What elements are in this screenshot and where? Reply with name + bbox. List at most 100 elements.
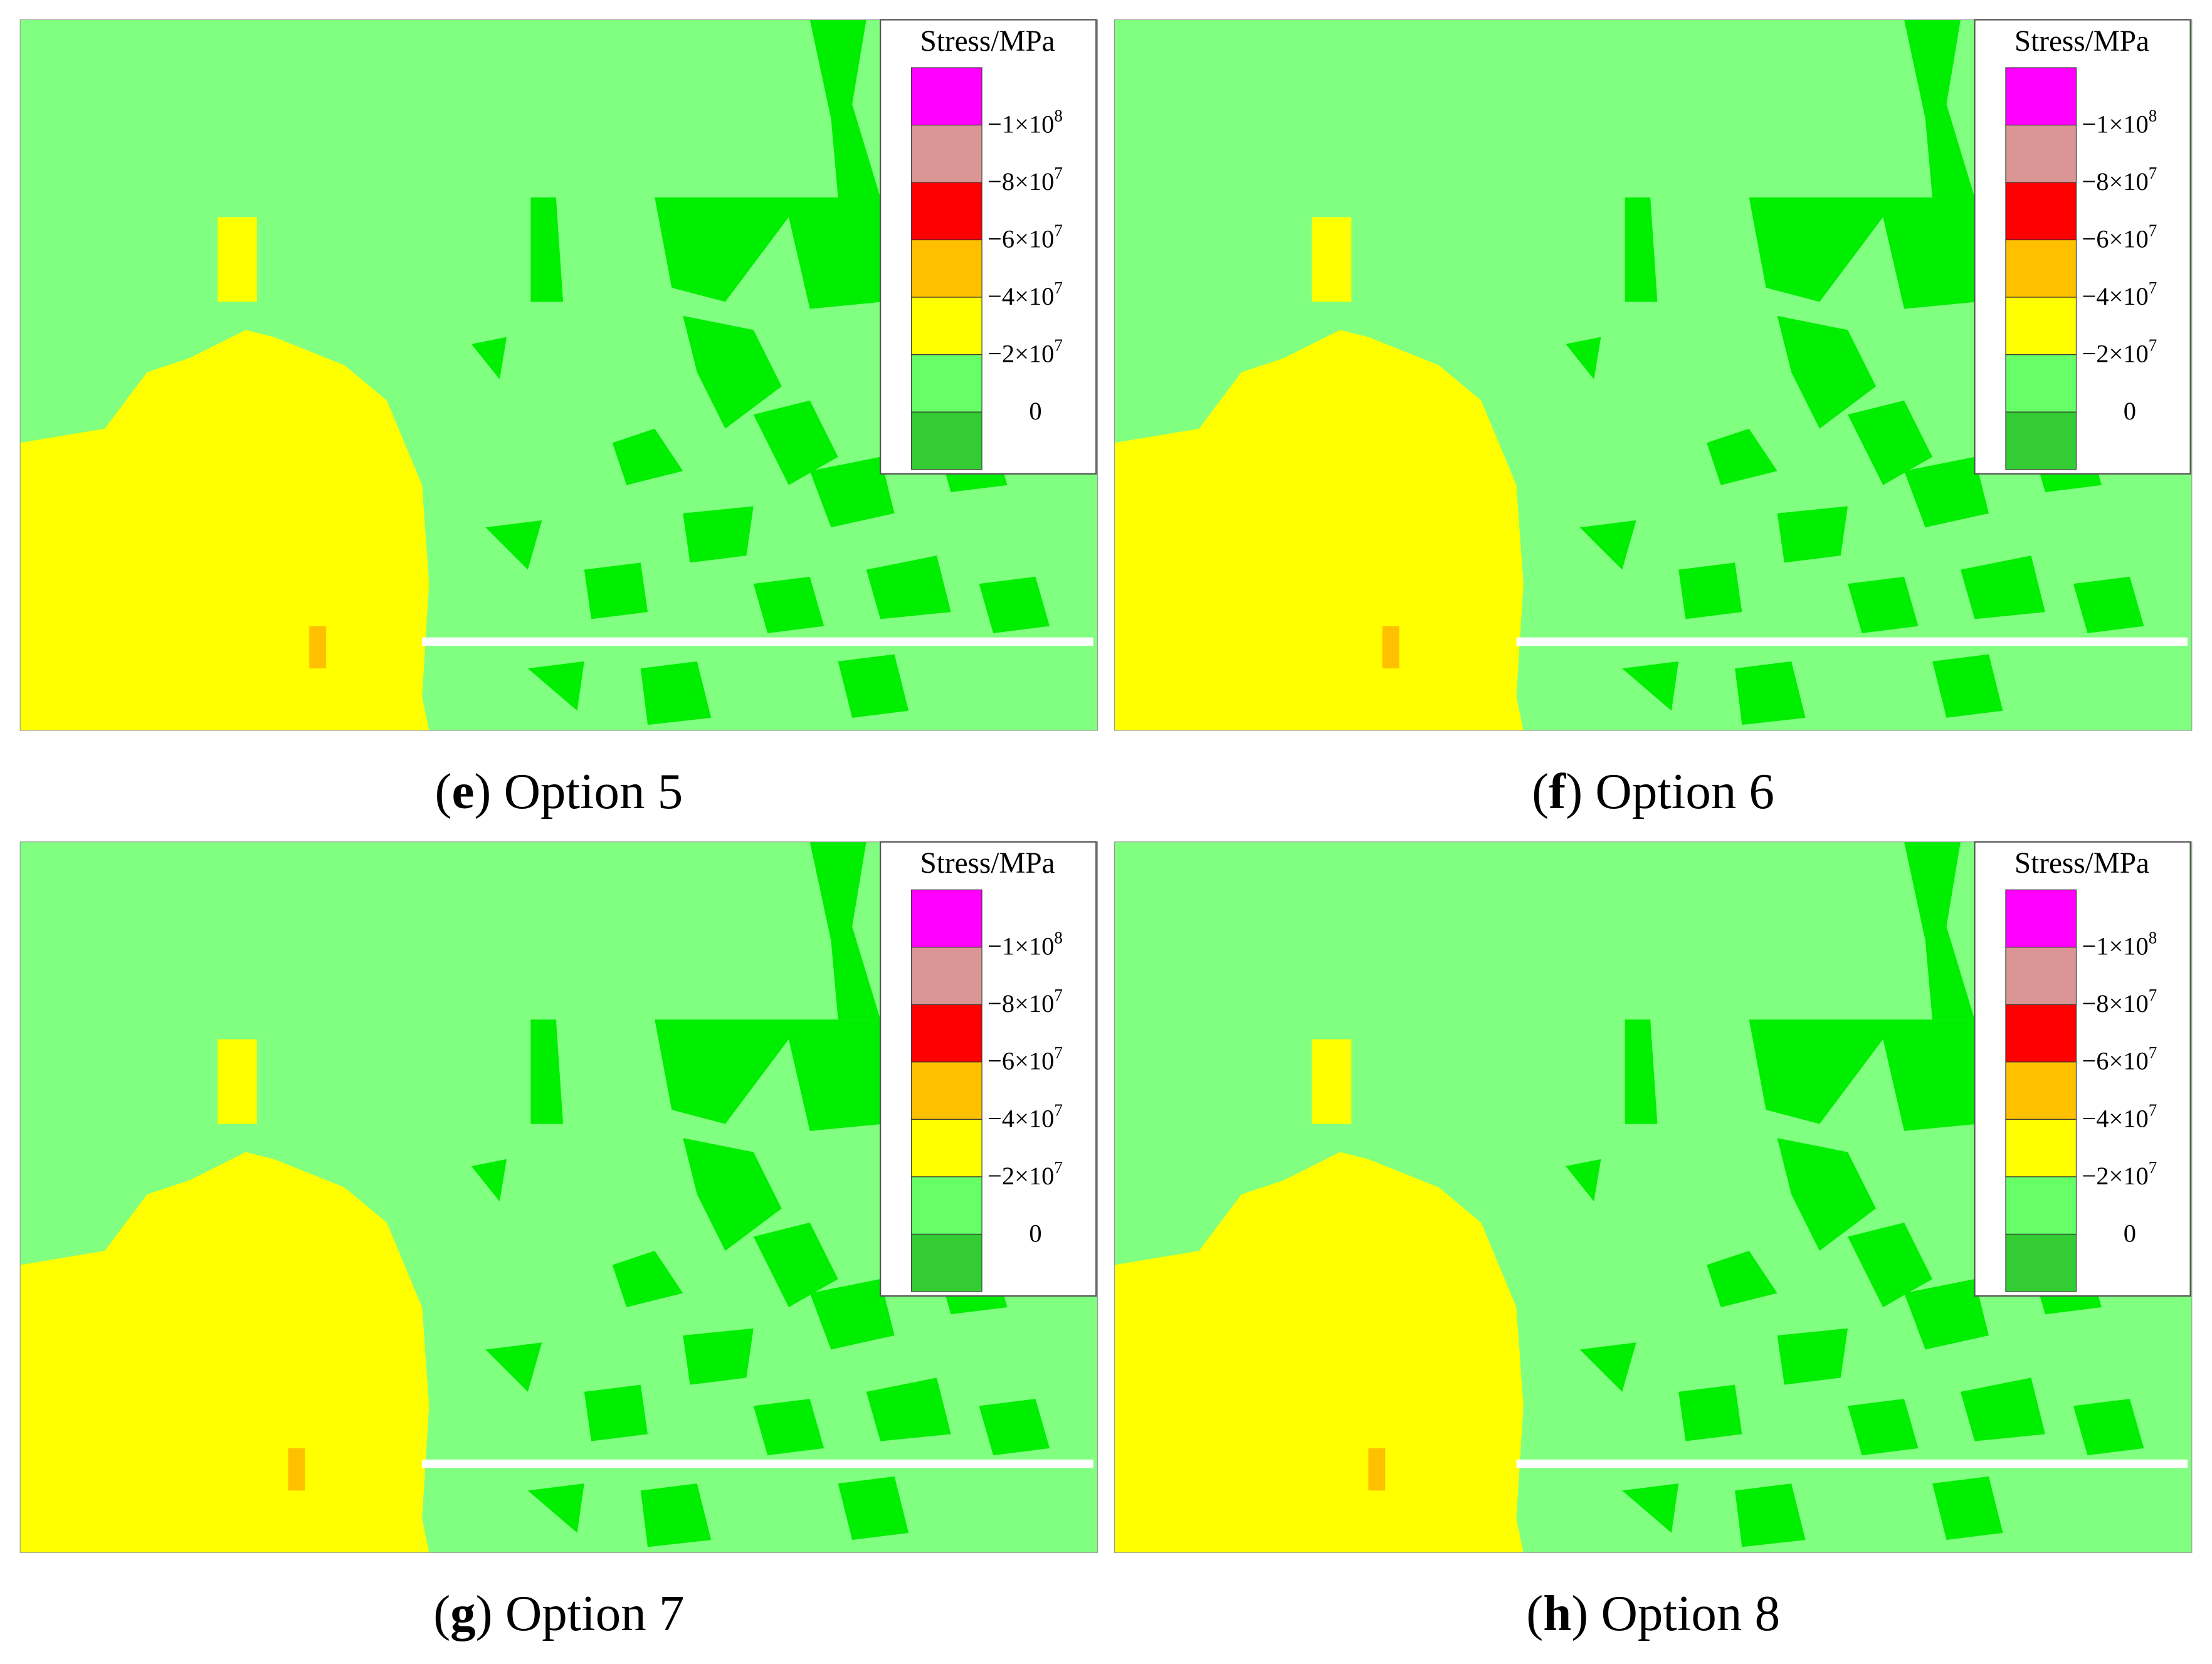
- legend-swatch: [2005, 947, 2077, 1005]
- contour-region: [683, 1138, 782, 1251]
- contour-region: [753, 576, 824, 633]
- contour-region: [1114, 1152, 1524, 1553]
- contour-region: [2073, 1399, 2144, 1456]
- contour-region: [683, 506, 754, 563]
- legend-label-base: −2×10: [2082, 340, 2148, 368]
- legend-label-base: −2×10: [988, 1162, 1054, 1190]
- contour-region: [309, 626, 327, 669]
- legend-label-exp: 8: [2149, 106, 2157, 125]
- contour-region: [1566, 1159, 1601, 1202]
- caption-prefix: (: [434, 763, 451, 819]
- panel-frame: [1114, 19, 2193, 731]
- caption-text: ) Option 8: [1571, 1585, 1780, 1641]
- legend-swatch: [911, 1061, 982, 1120]
- contour-region: [1848, 1223, 1933, 1307]
- contour-region: [1932, 654, 2003, 718]
- legend-title: Stress/MPa: [920, 25, 1055, 58]
- legend-label: −4×107: [2082, 278, 2157, 310]
- contour-region: [485, 520, 542, 570]
- caption: (e) Option 5: [434, 763, 683, 819]
- legend-label-base: −1×10: [988, 110, 1054, 138]
- contour-region: [1625, 197, 1658, 302]
- caption-letter: h: [1543, 1585, 1571, 1641]
- contour-region: [612, 428, 683, 485]
- contour-region: [1622, 661, 1679, 711]
- legend: Stress/MPa−1×108−8×107−6×107−4×107−2×107…: [880, 19, 1097, 475]
- contour-region: [1904, 841, 1975, 1020]
- legend-label: 0: [1029, 1219, 1041, 1247]
- legend-label: −1×108: [988, 929, 1063, 961]
- legend-label: −1×108: [988, 106, 1063, 138]
- legend-label-base: −4×10: [988, 282, 1054, 310]
- legend-swatch: [2005, 124, 2077, 183]
- legend-label-base: −2×10: [988, 340, 1054, 368]
- legend-swatch: [911, 124, 982, 183]
- caption-letter: g: [450, 1585, 475, 1641]
- panel: Stress/MPa−1×108−8×107−6×107−4×107−2×107…: [1114, 19, 2193, 731]
- legend-label-exp: 8: [1054, 106, 1062, 125]
- legend-label: 0: [1029, 397, 1041, 425]
- contour-region: [866, 556, 951, 619]
- legend-label: −2×107: [2082, 1158, 2157, 1190]
- legend-swatch: [2005, 182, 2077, 241]
- legend-swatch: [911, 889, 982, 948]
- contour-region: [753, 1399, 824, 1456]
- legend-label-base: −1×10: [2082, 110, 2148, 138]
- contour-region: [753, 1223, 838, 1307]
- legend-label-base: −1×10: [988, 932, 1054, 961]
- contour-region: [979, 1399, 1050, 1456]
- contour-region: [530, 1019, 564, 1124]
- legend-swatch: [2005, 240, 2077, 298]
- contour-region: [1777, 1328, 1848, 1385]
- legend-swatch: [911, 1004, 982, 1063]
- panel-frame: [19, 19, 1098, 731]
- contour-region: [1625, 1019, 1658, 1124]
- legend: Stress/MPa−1×108−8×107−6×107−4×107−2×107…: [1974, 19, 2191, 475]
- legend-swatch: [911, 240, 982, 298]
- legend-title: Stress/MPa: [2014, 25, 2149, 58]
- legend-label: −6×107: [988, 1043, 1063, 1075]
- contour-region: [1777, 1138, 1877, 1251]
- legend-label: −8×107: [2082, 164, 2157, 196]
- legend-label-exp: 7: [2149, 278, 2157, 297]
- legend-label: −4×107: [2082, 1100, 2157, 1132]
- caption: (f) Option 6: [1532, 763, 1774, 819]
- legend-swatch: [2005, 1233, 2077, 1292]
- contour-region: [1904, 456, 1989, 528]
- contour-region: [527, 661, 584, 711]
- contour-region: [1579, 1342, 1636, 1392]
- contour-region: [612, 1250, 683, 1307]
- legend-swatch: [2005, 354, 2077, 413]
- caption-prefix: (: [1526, 1585, 1543, 1641]
- legend-label: −4×107: [988, 1100, 1063, 1132]
- legend: Stress/MPa−1×108−8×107−6×107−4×107−2×107…: [880, 841, 1097, 1297]
- legend-swatch: [2005, 889, 2077, 948]
- panel: Stress/MPa−1×108−8×107−6×107−4×107−2×107…: [19, 841, 1098, 1553]
- contour-region: [530, 197, 564, 302]
- legend-label: −8×107: [988, 164, 1063, 196]
- legend-swatch: [2005, 67, 2077, 126]
- legend-swatch: [2005, 297, 2077, 355]
- caption: (g) Option 7: [433, 1585, 684, 1641]
- legend-label-exp: 7: [2149, 1043, 2157, 1062]
- contour-region: [809, 1278, 895, 1350]
- legend-label-exp: 7: [2149, 221, 2157, 240]
- contour-region: [2073, 576, 2144, 633]
- legend-swatch: [911, 411, 982, 470]
- legend-label: −6×107: [2082, 1043, 2157, 1075]
- contour-region: [809, 456, 895, 528]
- legend-label-exp: 7: [2149, 336, 2157, 355]
- caption-letter: e: [451, 763, 474, 819]
- contour-region: [655, 1019, 895, 1131]
- tunnel: [1516, 637, 2188, 646]
- legend-label-base: −8×10: [988, 989, 1054, 1018]
- contour-region: [1114, 330, 1524, 731]
- legend-label-exp: 7: [1054, 278, 1062, 297]
- contour-region: [1960, 1377, 2045, 1441]
- legend-label-exp: 7: [1054, 164, 1062, 182]
- legend-label-exp: 7: [2149, 1100, 2157, 1119]
- legend-label-exp: 7: [2149, 1158, 2157, 1177]
- legend-label-exp: 7: [1054, 1100, 1062, 1119]
- caption-text: ) Option 7: [476, 1585, 685, 1641]
